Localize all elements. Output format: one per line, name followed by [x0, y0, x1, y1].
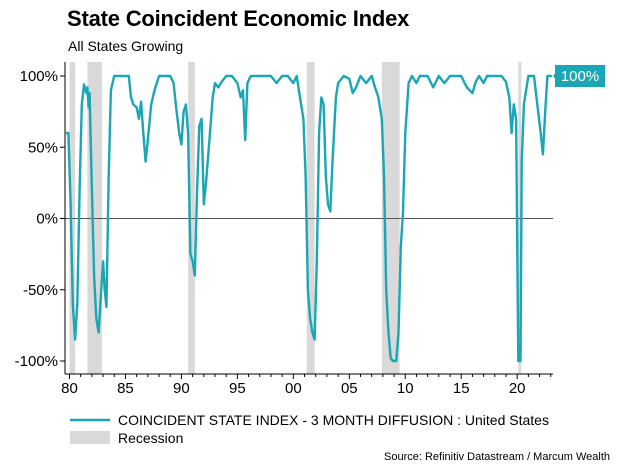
last-value-badge	[555, 65, 605, 87]
chart-title: State Coincident Economic Index	[67, 6, 410, 31]
y-tick-label: 0%	[36, 211, 58, 228]
value-labels: 100%	[553, 65, 605, 87]
y-tick-label: 100%	[20, 68, 58, 85]
last-value-pointer	[553, 71, 557, 81]
last-value-label: 100%	[561, 68, 599, 85]
axes: 100% 50% 0% -50% -100%80 85 90 95 00 05 10 15 20	[15, 62, 553, 397]
x-tick-label: 05	[341, 380, 358, 397]
series-lines	[65, 74, 552, 363]
x-tick-label: 15	[453, 380, 470, 397]
legend-label: Recession	[118, 430, 183, 446]
x-tick-label: 85	[117, 380, 134, 397]
y-tick-label: 50%	[28, 139, 58, 156]
x-tick-label: 90	[173, 380, 190, 397]
legend: COINCIDENT STATE INDEX - 3 MONTH DIFFUSI…	[70, 412, 549, 446]
x-tick-label: 20	[509, 380, 526, 397]
x-tick-label: 10	[397, 380, 414, 397]
legend-label: COINCIDENT STATE INDEX - 3 MONTH DIFFUSI…	[118, 412, 549, 428]
x-tick-label: 00	[285, 380, 302, 397]
chart-subtitle: All States Growing	[68, 38, 184, 54]
source-note: Source: Refinitiv Datastream / Marcum We…	[384, 451, 610, 463]
legend-swatch-box	[70, 431, 110, 444]
series-line	[65, 74, 552, 363]
y-tick-label: -100%	[15, 353, 58, 370]
y-tick-label: -50%	[23, 282, 58, 299]
x-tick-label: 80	[61, 380, 78, 397]
x-tick-label: 95	[229, 380, 246, 397]
